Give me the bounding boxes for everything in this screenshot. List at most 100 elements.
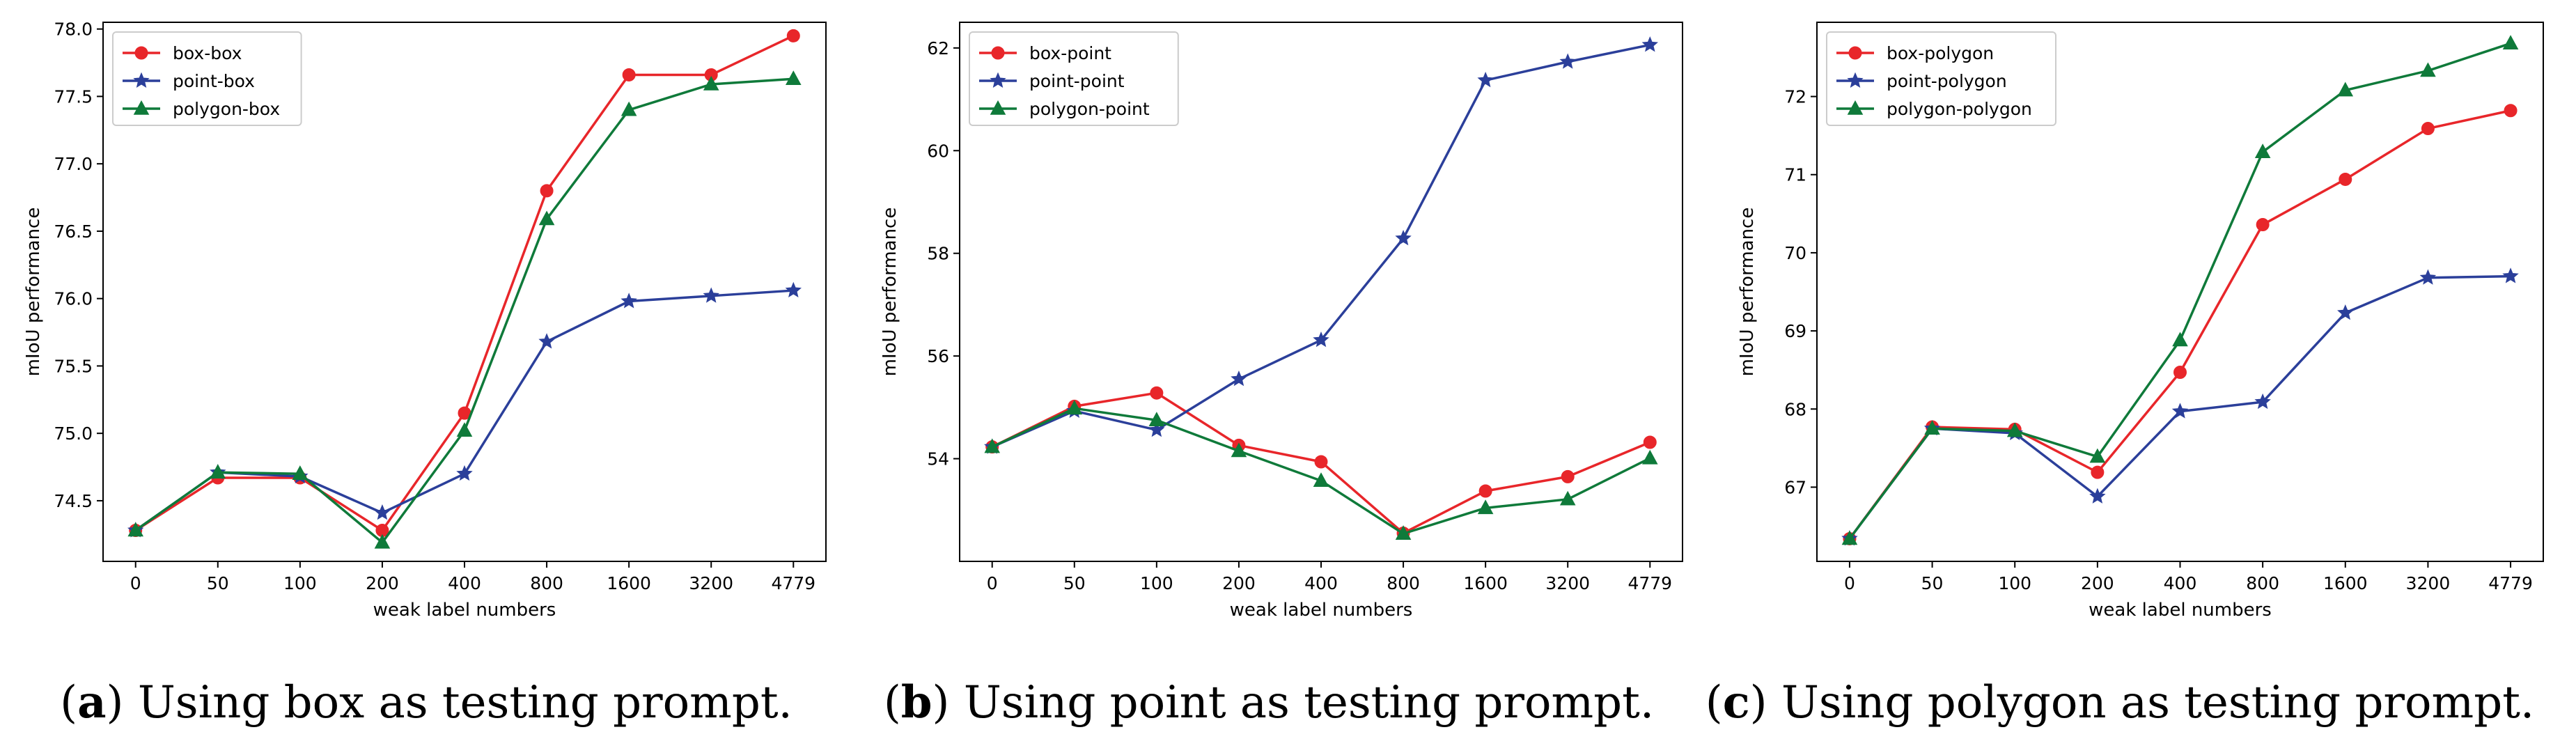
data-point-box-point-100: [1150, 386, 1164, 400]
legend-box: [969, 31, 1179, 126]
y-tick-label: 56: [927, 346, 949, 366]
series-box-polygon: [1843, 104, 2518, 545]
x-tick-label: 50: [207, 573, 229, 593]
data-point-polygon-polygon-0: [1841, 530, 1858, 545]
x-tick-label: 4779: [2488, 573, 2533, 593]
data-point-polygon-box-100: [292, 465, 309, 480]
legend-marker-polygon-polygon: [1847, 100, 1864, 115]
data-point-polygon-polygon-400: [2172, 332, 2188, 347]
legend-label-point-polygon: point-polygon: [1887, 71, 2007, 91]
y-tick-label: 78.0: [54, 20, 93, 40]
data-point-point-box-1600: [620, 293, 637, 309]
y-tick-label: 77.0: [54, 154, 93, 174]
caption-b: (b) Using point as testing prompt.: [884, 676, 1654, 729]
y-tick-label: 71: [1784, 165, 1806, 185]
data-point-polygon-point-0: [984, 438, 1001, 453]
legend-label-point-point: point-point: [1029, 71, 1125, 91]
legend-label-box-box: box-box: [173, 43, 242, 63]
data-point-polygon-point-1600: [1477, 499, 1494, 515]
caption-text: Using polygon as testing prompt.: [1767, 677, 2535, 729]
x-tick-label: 1600: [607, 573, 651, 593]
data-point-box-polygon-3200: [2421, 122, 2435, 136]
x-tick-label: 100: [1140, 573, 1173, 593]
data-point-point-point-3200: [1559, 53, 1576, 69]
legend-marker-point-point: [990, 72, 1006, 88]
caption-c: (c) Using polygon as testing prompt.: [1705, 676, 2535, 729]
data-point-polygon-polygon-1600: [2337, 81, 2354, 97]
data-point-box-box-4779: [786, 29, 800, 42]
data-point-polygon-point-800: [1395, 525, 1412, 540]
y-tick-label: 69: [1784, 321, 1806, 341]
data-point-polygon-box-1600: [620, 101, 637, 116]
data-point-box-polygon-1600: [2339, 172, 2352, 186]
chart-panel-b: 0 50 100 200 400 800 1600 3200 4779 54 56 58 60 62 wea…: [880, 22, 1683, 729]
legend-marker-polygon-box: [133, 100, 150, 115]
data-point-point-box-3200: [703, 287, 719, 303]
legend-label-box-polygon: box-polygon: [1887, 43, 1994, 63]
x-tick-label: 0: [1844, 573, 1855, 593]
data-point-point-point-100: [1148, 421, 1165, 437]
data-point-point-polygon-1600: [2337, 304, 2354, 320]
data-point-polygon-box-400: [456, 422, 473, 437]
data-point-box-point-3200: [1561, 469, 1575, 483]
caption-paren-open: (: [60, 677, 77, 729]
x-tick-label: 3200: [1545, 573, 1590, 593]
data-point-polygon-box-0: [127, 522, 144, 537]
data-point-point-polygon-200: [2089, 488, 2106, 504]
x-tick-label: 800: [1387, 573, 1420, 593]
data-point-polygon-polygon-100: [2006, 422, 2023, 437]
data-point-point-box-200: [374, 504, 391, 520]
x-tick-label: 3200: [2406, 573, 2451, 593]
legend-box: [1826, 31, 2056, 126]
data-point-polygon-box-200: [374, 534, 391, 549]
y-tick-label: 75.0: [54, 423, 93, 444]
caption-paren-open: (: [884, 677, 901, 729]
data-point-point-polygon-4779: [2502, 267, 2519, 283]
x-tick-label: 100: [283, 573, 317, 593]
data-point-box-polygon-200: [2091, 465, 2105, 479]
data-point-polygon-polygon-3200: [2420, 62, 2436, 77]
y-tick-label: 54: [927, 449, 949, 469]
series-point-polygon: [1841, 267, 2519, 546]
legend: box-point point-point polygon-point: [969, 31, 1179, 126]
y-tick-label: 62: [927, 38, 949, 59]
series-polygon-box: [127, 70, 802, 549]
data-point-box-box-1600: [622, 68, 636, 81]
legend-marker-polygon-point: [990, 100, 1006, 115]
y-tick-label: 68: [1784, 399, 1806, 419]
data-point-polygon-point-3200: [1559, 490, 1576, 506]
data-point-box-polygon-4779: [2504, 104, 2518, 118]
y-tick-label: 60: [927, 141, 949, 161]
data-point-box-point-400: [1314, 455, 1328, 469]
x-axis-label: weak label numbers: [373, 600, 556, 621]
x-tick-label: 800: [530, 573, 563, 593]
data-point-point-point-800: [1395, 230, 1412, 246]
data-point-polygon-point-400: [1313, 472, 1329, 488]
caption-paren-open: (: [1705, 677, 1723, 729]
x-tick-label: 400: [1304, 573, 1338, 593]
data-point-box-box-800: [540, 184, 554, 198]
data-point-box-polygon-400: [2173, 366, 2187, 380]
y-tick-label: 72: [1784, 87, 1806, 107]
legend-marker-box-point: [991, 46, 1005, 60]
data-point-polygon-box-50: [210, 464, 226, 479]
series-box-point: [985, 386, 1657, 540]
data-point-box-point-4779: [1643, 435, 1657, 449]
data-point-polygon-box-3200: [703, 75, 719, 91]
data-point-point-polygon-3200: [2419, 269, 2437, 285]
caption-letter: a: [77, 676, 106, 729]
caption-paren-close: ): [107, 677, 124, 729]
data-point-polygon-box-4779: [785, 70, 802, 86]
legend-box: [112, 31, 302, 126]
x-tick-label: 3200: [689, 573, 733, 593]
caption-letter: b: [901, 676, 932, 729]
x-tick-label: 200: [2081, 573, 2114, 593]
x-axis-label: weak label numbers: [1230, 600, 1413, 621]
x-tick-label: 400: [2164, 573, 2197, 593]
data-point-polygon-polygon-4779: [2502, 35, 2519, 50]
caption-text: Using point as testing prompt.: [950, 677, 1655, 729]
legend-label-polygon-box: polygon-box: [173, 99, 280, 119]
legend: box-polygon point-polygon polygon-polygon: [1826, 31, 2056, 126]
data-point-point-polygon-400: [2171, 403, 2189, 419]
data-point-polygon-polygon-50: [1924, 420, 1940, 435]
